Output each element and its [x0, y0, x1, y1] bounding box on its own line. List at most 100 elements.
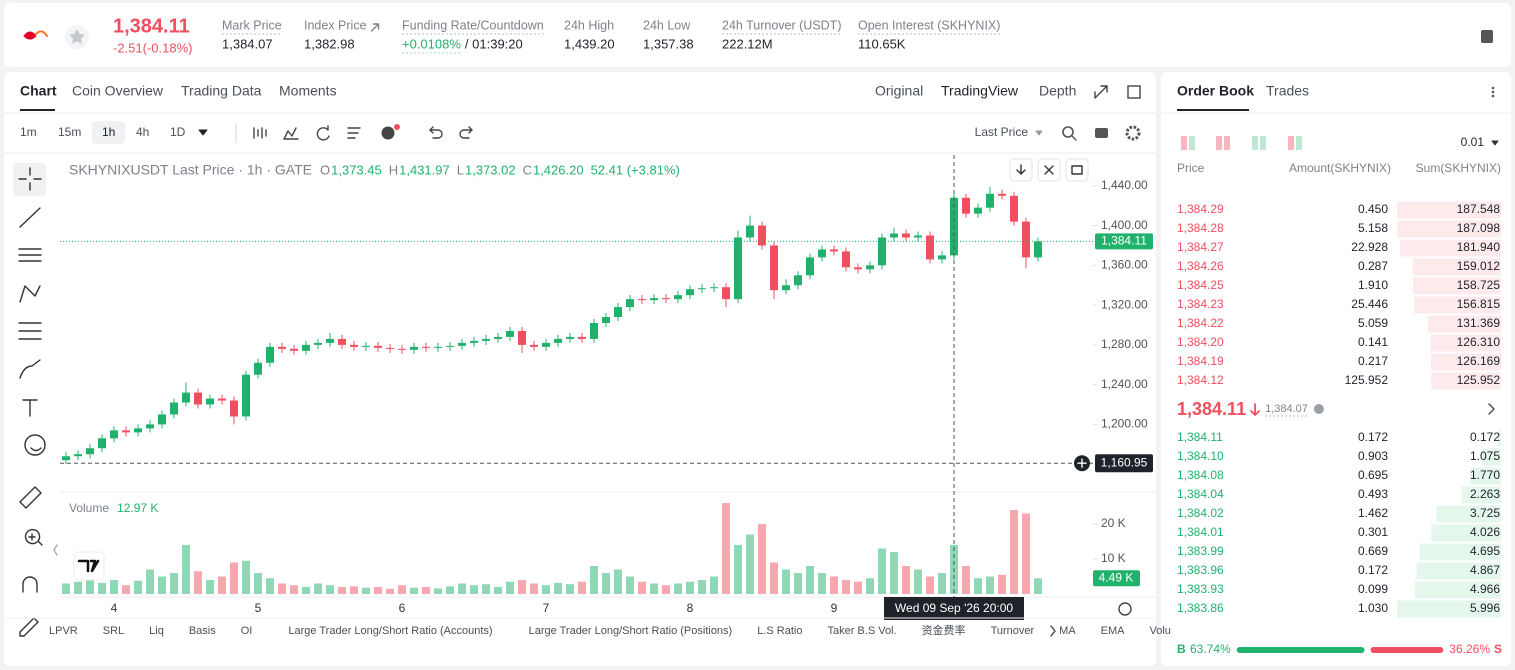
interval-button[interactable]: 1m	[20, 125, 37, 139]
indicator-tab[interactable]: EMA	[1101, 625, 1126, 637]
book-price[interactable]: 1,384.25	[1177, 278, 1224, 292]
candle-body	[626, 299, 634, 308]
candle-body	[818, 249, 826, 258]
candle-body	[710, 287, 718, 289]
depth-bar	[1414, 296, 1501, 314]
indicator-tab[interactable]: Basis	[189, 625, 216, 637]
interval-button[interactable]: 4h	[136, 125, 149, 139]
depth-bar	[1428, 315, 1501, 333]
indicator-tab[interactable]: 资金费率	[922, 623, 966, 637]
book-price[interactable]: 1,384.01	[1177, 525, 1224, 539]
book-price[interactable]: 1,384.08	[1177, 468, 1224, 482]
drawing-tool	[19, 617, 39, 637]
volume-bar	[122, 585, 130, 594]
candle-body	[902, 233, 910, 238]
book-price[interactable]: 1,384.26	[1177, 259, 1224, 273]
volume-bar	[86, 574, 94, 594]
book-price[interactable]: 1,384.22	[1177, 316, 1224, 330]
x-tick-label: 4	[111, 601, 118, 615]
toolbar-icon	[347, 127, 361, 139]
indicator-tab[interactable]: SRL	[103, 625, 124, 637]
volume-bar	[902, 566, 910, 594]
volume-bar	[206, 580, 214, 594]
volume-total: 12.97 K	[117, 501, 158, 515]
volume-bar	[638, 581, 646, 594]
indicator-tab[interactable]: L.S Ratio	[757, 625, 802, 637]
view-tab[interactable]: Depth	[1039, 83, 1076, 99]
book-price[interactable]: 1,384.11	[1177, 430, 1223, 444]
indicator-button[interactable]	[381, 126, 395, 140]
volume-bar	[290, 585, 298, 594]
book-layout-button[interactable]	[1216, 136, 1222, 150]
stat-label: Mark Price	[222, 18, 282, 32]
notes-button[interactable]	[1481, 30, 1493, 43]
interval-button[interactable]: 1h	[102, 125, 115, 139]
book-price[interactable]: 1,384.23	[1177, 297, 1224, 311]
volume-bar	[806, 566, 814, 594]
book-sum: 1.075	[1470, 449, 1500, 463]
book-price[interactable]: 1,384.10	[1177, 449, 1224, 463]
chart-button-icon	[1044, 165, 1054, 175]
book-tab[interactable]: Order Book	[1177, 83, 1254, 99]
candle-body	[386, 347, 394, 349]
price-source-select[interactable]: Last Price	[975, 125, 1029, 139]
precision-select[interactable]: 0.01	[1461, 135, 1485, 149]
book-layout-button[interactable]	[1252, 136, 1258, 150]
window-icon[interactable]	[1127, 85, 1141, 99]
book-price[interactable]: 1,384.20	[1177, 335, 1224, 349]
book-sum: 0.172	[1470, 430, 1500, 444]
indicator-tab[interactable]: Large Trader Long/Short Ratio (Accounts)	[288, 625, 492, 637]
interval-button[interactable]: 1D	[170, 125, 186, 139]
book-price[interactable]: 1,384.29	[1177, 202, 1224, 216]
book-layout-button[interactable]	[1181, 136, 1187, 150]
book-layout-button	[1260, 136, 1266, 150]
book-price[interactable]: 1,384.19	[1177, 354, 1224, 368]
indicator-tab[interactable]: Turnover	[991, 625, 1035, 637]
panel-tab[interactable]: Moments	[279, 83, 337, 99]
candle-body	[962, 197, 970, 214]
panel-tab[interactable]: Coin Overview	[72, 83, 164, 99]
book-price[interactable]: 1,383.86	[1177, 601, 1224, 615]
volume-bar	[278, 583, 286, 594]
favorite-star	[69, 29, 85, 44]
settings-icon[interactable]	[1125, 125, 1141, 141]
indicator-tab[interactable]: Taker B.S Vol.	[827, 625, 896, 637]
volume-bar	[710, 576, 718, 594]
book-amount: 1.910	[1358, 278, 1388, 292]
camera-icon[interactable]	[1095, 128, 1108, 138]
book-price[interactable]: 1,384.04	[1177, 487, 1224, 501]
volume-bar	[614, 569, 622, 594]
book-price[interactable]: 1,384.12	[1177, 373, 1224, 387]
panel-tab[interactable]: Chart	[20, 83, 57, 99]
candle-body	[638, 299, 646, 301]
indicator-tab[interactable]: Large Trader Long/Short Ratio (Positions…	[529, 625, 733, 637]
book-price[interactable]: 1,384.27	[1177, 240, 1224, 254]
book-sum: 126.169	[1457, 354, 1501, 368]
indicator-tab[interactable]: MA	[1059, 625, 1076, 637]
interval-button[interactable]: 15m	[58, 125, 81, 139]
chart-button[interactable]	[1065, 158, 1089, 182]
book-price[interactable]: 1,383.96	[1177, 563, 1224, 577]
indicator-tab[interactable]: OI	[241, 625, 253, 637]
view-tab[interactable]: Original	[875, 83, 923, 99]
indicator-tab[interactable]: Liq	[149, 625, 164, 637]
search-icon[interactable]	[1062, 126, 1074, 138]
candle-body	[878, 237, 886, 266]
book-layout-button[interactable]	[1288, 136, 1294, 150]
panel-tab[interactable]: Trading Data	[181, 83, 262, 99]
drawing-tool	[19, 285, 41, 303]
candle-body	[986, 193, 994, 208]
view-tab[interactable]: TradingView	[941, 83, 1019, 99]
book-price[interactable]: 1,383.99	[1177, 544, 1224, 558]
indicator-tab[interactable]: LPVR	[49, 625, 78, 637]
book-price[interactable]: 1,384.28	[1177, 221, 1224, 235]
book-price[interactable]: 1,384.02	[1177, 506, 1224, 520]
indicator-tab[interactable]: Volu	[1150, 625, 1171, 637]
book-price[interactable]: 1,383.93	[1177, 582, 1224, 596]
stat-value: 1,382.98	[304, 36, 355, 51]
book-tab[interactable]: Trades	[1266, 83, 1309, 99]
volume-bar	[866, 578, 874, 594]
expand-icon	[1094, 85, 1108, 99]
axis-settings[interactable]	[1118, 602, 1132, 616]
book-sum: 159.012	[1457, 259, 1501, 273]
